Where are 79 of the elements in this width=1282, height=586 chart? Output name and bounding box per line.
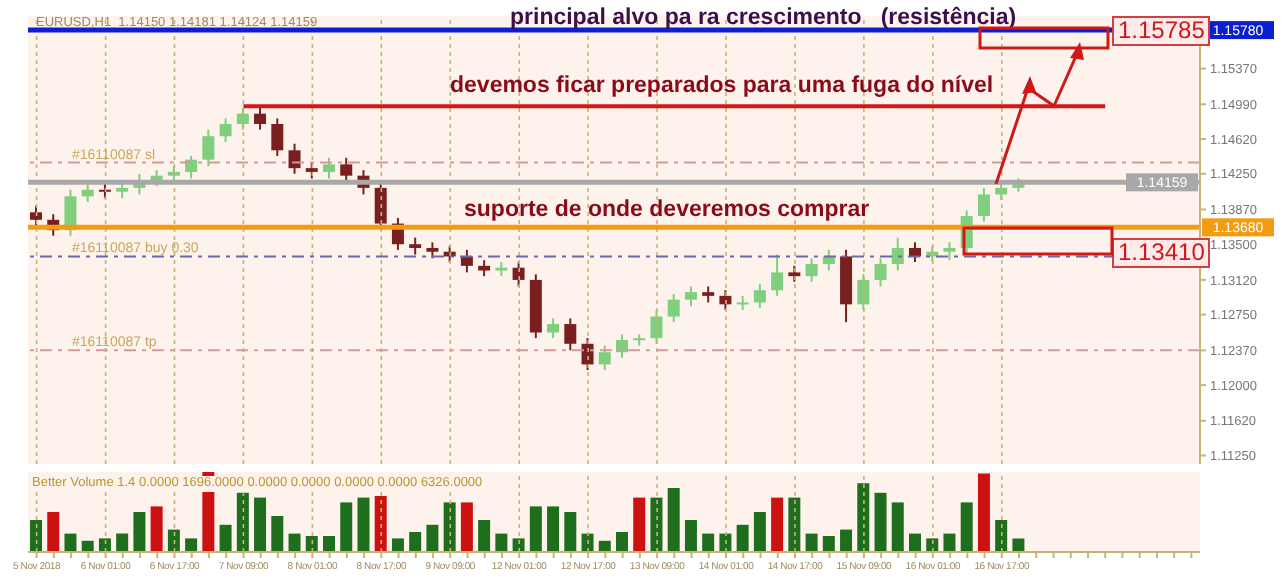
candlestick: [547, 317, 560, 340]
annotation: 1.15785: [1112, 15, 1211, 46]
bar: [64, 533, 77, 552]
bar: [977, 473, 990, 552]
candlestick: [460, 248, 473, 274]
candlestick: [30, 204, 42, 228]
bar: [857, 483, 870, 552]
bar: [909, 533, 921, 552]
bar: [47, 512, 60, 552]
candlestick: [840, 248, 853, 324]
annotation: devemos ficar preparados para uma fuga do nível: [450, 74, 994, 98]
bar: [288, 533, 301, 552]
candlestick: [288, 142, 301, 175]
bar: [702, 533, 715, 552]
bar: [30, 520, 42, 552]
bar: [116, 533, 129, 552]
bar: [81, 540, 94, 552]
bar: [529, 506, 542, 552]
candlestick: [667, 293, 680, 324]
bar: [495, 533, 508, 552]
candlestick: [805, 257, 818, 283]
bar: [667, 488, 680, 552]
candlestick: [340, 156, 353, 184]
candlestick: [236, 107, 249, 131]
bar: [960, 502, 973, 552]
bar: [684, 520, 697, 552]
bar: [822, 536, 835, 552]
bar: [874, 492, 887, 552]
candlestick: [202, 128, 215, 168]
bar: [236, 492, 249, 552]
bar: [633, 497, 646, 552]
candlestick: [323, 156, 335, 180]
bar: [254, 497, 267, 552]
bar: [305, 536, 318, 552]
bar: [409, 532, 422, 552]
bar: [340, 502, 353, 552]
bar: [323, 536, 335, 552]
bar: [443, 502, 456, 552]
bar: [891, 502, 904, 552]
candlestick: [822, 248, 835, 272]
bar: [219, 524, 232, 552]
bar: [133, 512, 146, 552]
bar: [598, 540, 611, 552]
candlestick: [891, 236, 904, 272]
bar: [616, 532, 628, 552]
candlestick: [977, 186, 990, 223]
bar: [943, 533, 956, 552]
annotation: principal alvo pa ra crescimento (resistência): [510, 6, 1017, 30]
candlestick: [219, 117, 232, 143]
bar: [564, 512, 577, 552]
candlestick: [598, 344, 611, 372]
bar: [98, 538, 111, 552]
bar: [426, 524, 439, 552]
candlestick: [771, 253, 784, 297]
bar: [736, 524, 749, 552]
bar: [150, 506, 163, 552]
candlestick: [684, 285, 697, 308]
bar: [374, 496, 387, 552]
bar: [771, 497, 784, 552]
candlestick: [874, 257, 887, 288]
candlestick: [564, 317, 577, 352]
bar: [357, 497, 370, 552]
annotation: 1.13410: [1112, 238, 1211, 269]
bar: [391, 538, 404, 552]
bar: [167, 529, 180, 552]
bar: [1012, 538, 1025, 552]
candlestick: [753, 282, 766, 310]
bar: [185, 538, 198, 552]
candlestick: [616, 333, 628, 359]
annotation: suporte de onde deveremos comprar: [464, 198, 870, 222]
candlestick: [271, 117, 284, 157]
bar: [460, 502, 473, 552]
bar: [805, 533, 818, 552]
bar: [547, 506, 560, 552]
bar: [753, 512, 766, 552]
bar: [478, 520, 491, 552]
candlestick: [254, 107, 267, 131]
bar: [840, 529, 853, 552]
bar: [271, 516, 284, 552]
